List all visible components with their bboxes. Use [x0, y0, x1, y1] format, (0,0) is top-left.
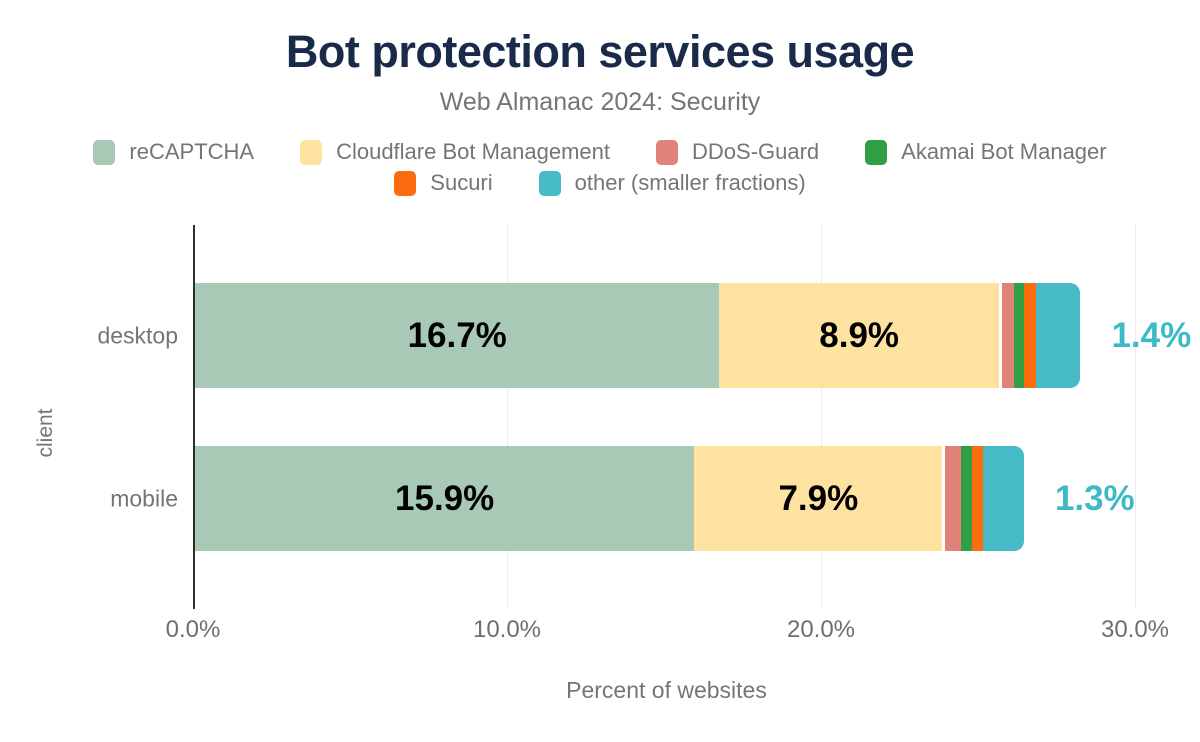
bar-end-value-label: 1.4%	[1111, 315, 1192, 355]
segment-mobile-other-smaller-fractions-	[983, 446, 1024, 551]
legend: reCAPTCHA Cloudflare Bot Management DDoS-G…	[0, 139, 1200, 196]
x-tick-0.0%: 0.0%	[165, 616, 221, 643]
legend-item-label: reCAPTCHA	[129, 139, 255, 164]
x-tick-20.0%: 20.0%	[786, 616, 856, 643]
legend-row-2: Sucuri other (smaller fractions)	[0, 170, 1200, 196]
legend-item-ddos-guard: DDoS-Guard	[656, 139, 819, 165]
legend-item-recaptcha: reCAPTCHA	[93, 139, 254, 165]
legend-item-label: Cloudflare Bot Management	[336, 139, 611, 164]
segment-mobile-ddos-guard	[945, 446, 962, 551]
legend-swatch-icon	[300, 139, 323, 165]
segment-desktop-recaptcha: 16.7%	[195, 283, 720, 388]
segment-desktop-sucuri	[1023, 283, 1037, 388]
x-axis-title: Percent of websites	[566, 677, 767, 703]
segment-value-label: 8.9%	[819, 315, 900, 355]
legend-item-label: Sucuri	[430, 170, 493, 195]
bar-mobile: 15.9% 7.9% 1.3%	[195, 446, 1135, 551]
legend-item-label: other (smaller fractions)	[574, 170, 806, 195]
segment-mobile-cloudflare-bot-management: 7.9%	[694, 446, 946, 551]
category-label-mobile: mobile	[110, 485, 178, 511]
legend-swatch-icon	[394, 170, 417, 196]
legend-item-label: Akamai Bot Manager	[901, 139, 1107, 164]
x-tick-30.0%: 30.0%	[1100, 616, 1170, 643]
segment-mobile-akamai-bot-manager	[961, 446, 973, 551]
legend-item-sucuri: Sucuri	[394, 170, 493, 196]
segment-desktop-other-smaller-fractions-	[1036, 283, 1081, 388]
category-label-desktop: desktop	[97, 322, 178, 348]
bar-desktop: 16.7% 8.9% 1.4%	[195, 283, 1191, 388]
x-tick-10.0%: 10.0%	[472, 616, 542, 643]
legend-swatch-icon	[93, 139, 116, 165]
segment-desktop-akamai-bot-manager	[1014, 283, 1024, 388]
legend-item-cloudflare-bot-management: Cloudflare Bot Management	[300, 139, 610, 165]
chart-title: Bot protection services usage	[285, 26, 915, 77]
legend-item-akamai-bot-manager: Akamai Bot Manager	[865, 139, 1107, 165]
bar-end-value-label: 1.3%	[1054, 478, 1135, 518]
segment-desktop-ddos-guard	[1001, 283, 1015, 388]
plot-area: 16.7% 8.9% 1.4% 15.9% 7.9% 1.3%	[193, 225, 1191, 609]
segment-value-label: 15.9%	[395, 478, 495, 518]
legend-swatch-icon	[656, 139, 679, 165]
chart-subtitle: Web Almanac 2024: Security	[439, 88, 761, 116]
gridline-20.0%	[821, 225, 822, 608]
y-axis-title: client	[34, 408, 57, 458]
gridline-10.0%	[507, 225, 508, 608]
segment-value-label: 16.7%	[407, 315, 507, 355]
segment-mobile-sucuri	[972, 446, 984, 551]
legend-swatch-icon	[538, 170, 561, 196]
gridline-30.0%	[1135, 225, 1136, 608]
segment-value-label: 7.9%	[778, 478, 859, 518]
segment-desktop-cloudflare-bot-management: 8.9%	[719, 283, 1002, 388]
legend-item-label: DDoS-Guard	[692, 139, 820, 164]
legend-item-other-smaller-fractions-: other (smaller fractions)	[538, 170, 806, 196]
legend-swatch-icon	[865, 139, 888, 165]
segment-mobile-recaptcha: 15.9%	[195, 446, 695, 551]
y-axis-line	[193, 225, 195, 609]
legend-row-1: reCAPTCHA Cloudflare Bot Management DDoS-G…	[0, 139, 1200, 165]
